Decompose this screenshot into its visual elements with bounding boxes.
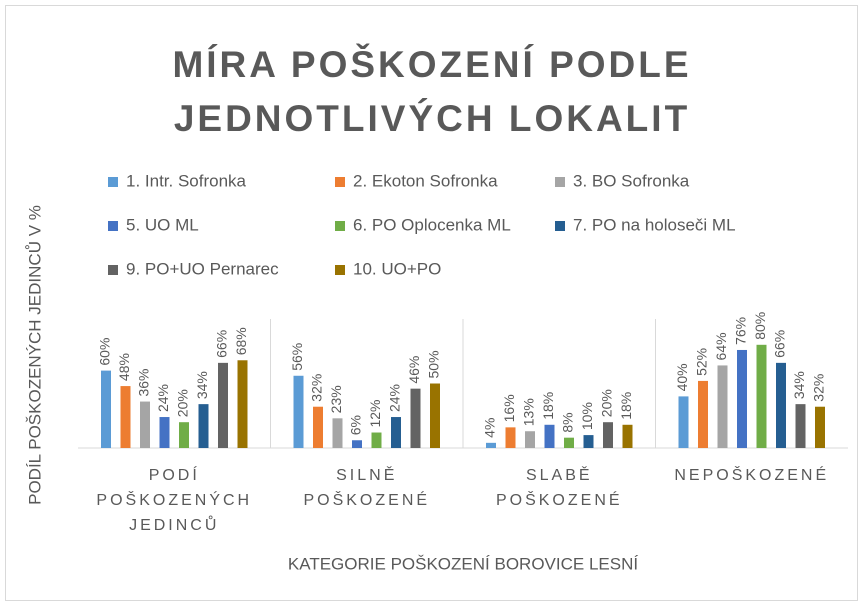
- data-label: 20%: [175, 389, 191, 417]
- data-label: 6%: [348, 415, 364, 435]
- data-label: 24%: [387, 384, 403, 412]
- data-label: 18%: [618, 392, 634, 420]
- bar: [622, 424, 633, 448]
- bar: [179, 422, 189, 448]
- y-axis-label: PODÍL POŠKOZENÝCH JEDINCŮ V %: [25, 205, 44, 505]
- x-tick-label: SLABĚ POŠKOZENÉ: [495, 467, 623, 509]
- chart-border: [5, 5, 858, 601]
- bar: [410, 388, 421, 448]
- bar: [583, 435, 594, 448]
- bar: [120, 386, 131, 448]
- legend-swatch: [335, 177, 345, 187]
- data-label: 68%: [233, 327, 249, 355]
- x-axis-label: KATEGORIE POŠKOZENÍ BOROVICE LESNÍ: [288, 554, 638, 573]
- data-label: 36%: [136, 369, 152, 397]
- data-label: 66%: [214, 330, 230, 358]
- data-label: 46%: [406, 356, 422, 384]
- legend-swatch: [108, 265, 118, 275]
- x-tick-label: SILNĚ POŠKOZENÉ: [303, 467, 431, 509]
- bar: [293, 375, 304, 448]
- bar: [815, 406, 825, 448]
- data-label: 60%: [97, 338, 113, 366]
- bar: [371, 432, 382, 448]
- data-label: 66%: [772, 330, 788, 358]
- x-tick-label: PODÍ POŠKOZENÝCH JEDINCŮ: [96, 467, 253, 534]
- legend-label: 6. PO Oplocenka ML: [353, 215, 511, 234]
- data-label: 76%: [733, 317, 749, 345]
- data-label: 64%: [713, 332, 729, 360]
- legend-label: 7. PO na holoseči ML: [573, 215, 736, 234]
- bar: [698, 380, 708, 448]
- bar: [776, 362, 786, 448]
- legend-label: 10. UO+PO: [353, 259, 441, 278]
- bar: [313, 406, 323, 448]
- bar: [332, 418, 343, 448]
- data-label: 34%: [791, 371, 807, 399]
- bar: [756, 344, 767, 448]
- bar: [486, 442, 496, 448]
- legend-swatch: [555, 177, 565, 187]
- legend-label: 5. UO ML: [126, 215, 199, 234]
- data-label: 80%: [752, 312, 768, 340]
- x-tick-label: NEPOŠKOZENÉ: [674, 467, 830, 484]
- data-label: 18%: [540, 392, 556, 420]
- legend-swatch: [335, 221, 345, 231]
- data-label: 52%: [694, 348, 710, 376]
- bar: [198, 404, 209, 448]
- data-label: 16%: [501, 394, 517, 422]
- legend-label: 2. Ekoton Sofronka: [353, 171, 498, 190]
- data-label: 50%: [426, 350, 442, 378]
- bar: [678, 396, 689, 448]
- data-label: 56%: [289, 343, 305, 371]
- data-label: 10%: [579, 402, 595, 430]
- bar: [218, 362, 228, 448]
- bar: [140, 401, 150, 448]
- data-label: 48%: [116, 353, 132, 381]
- data-label: 40%: [674, 363, 690, 391]
- data-label: 24%: [155, 384, 171, 412]
- bar: [564, 437, 574, 448]
- data-label: 23%: [328, 385, 344, 413]
- bar: [101, 370, 111, 448]
- data-label: 32%: [309, 374, 325, 402]
- bar: [430, 383, 440, 448]
- bar: [737, 349, 747, 448]
- bar: [717, 365, 728, 448]
- data-label: 34%: [194, 371, 210, 399]
- bar: [525, 431, 535, 448]
- bar: [505, 427, 516, 448]
- legend-swatch: [555, 221, 565, 231]
- legend-swatch: [108, 221, 118, 231]
- data-label: 32%: [811, 374, 827, 402]
- data-label: 12%: [367, 399, 383, 427]
- bar: [352, 440, 362, 448]
- legend-label: 3. BO Sofronka: [573, 171, 690, 190]
- data-label: 8%: [560, 412, 576, 432]
- data-label: 13%: [521, 398, 537, 426]
- bar: [603, 422, 613, 448]
- legend-swatch: [335, 265, 345, 275]
- bar: [544, 424, 555, 448]
- bar: [237, 360, 248, 448]
- legend-label: 1. Intr. Sofronka: [126, 171, 247, 190]
- legend-label: 9. PO+UO Pernarec: [126, 259, 279, 278]
- bar: [159, 417, 170, 448]
- bar: [795, 404, 806, 448]
- bar: [391, 417, 401, 448]
- data-label: 4%: [482, 418, 498, 438]
- data-label: 20%: [599, 389, 615, 417]
- chart-title: MÍRA POŠKOZENÍ PODLE JEDNOTLIVÝCH LOKALI…: [172, 44, 692, 139]
- legend-swatch: [108, 177, 118, 187]
